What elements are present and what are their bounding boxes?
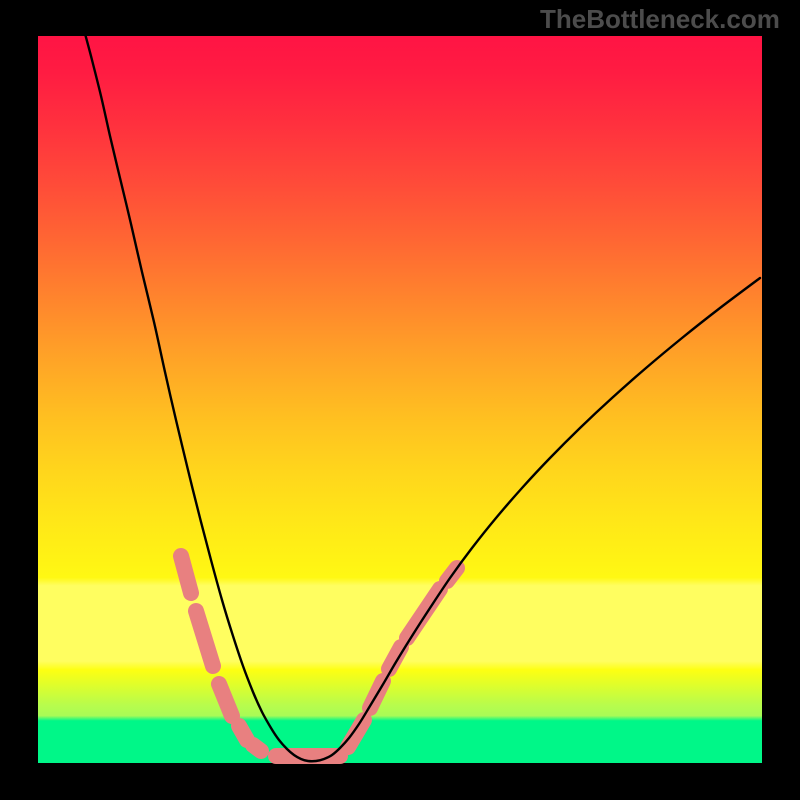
- pink-marker-segment: [196, 611, 213, 666]
- pink-marker-segment: [407, 589, 440, 638]
- pink-marker-segment: [219, 684, 232, 716]
- pink-marker-segment: [181, 556, 191, 593]
- bottleneck-curve: [84, 30, 760, 761]
- chart-lines-layer: [0, 0, 800, 800]
- pink-marker-segment: [348, 720, 364, 747]
- pink-marker-segment: [253, 745, 261, 751]
- pink-marker-segment: [239, 726, 247, 740]
- watermark-text: TheBottleneck.com: [540, 4, 780, 35]
